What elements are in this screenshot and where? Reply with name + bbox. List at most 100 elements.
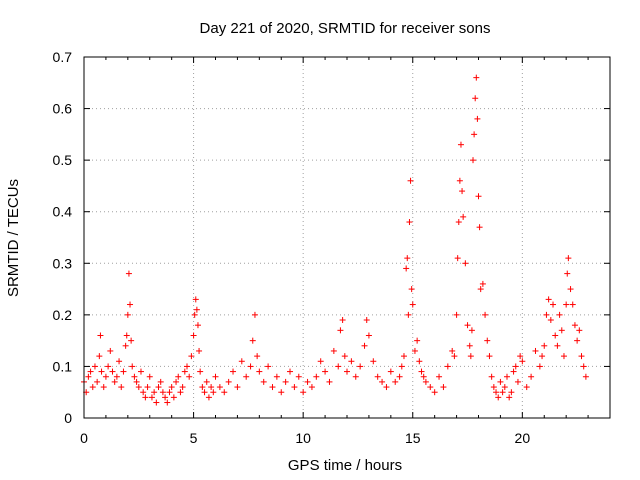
data-point: [503, 373, 510, 380]
data-point: [175, 373, 182, 380]
data-point: [456, 177, 463, 184]
data-point: [569, 301, 576, 308]
data-point: [519, 358, 526, 365]
data-point: [98, 368, 105, 375]
data-point: [409, 301, 416, 308]
data-point: [363, 317, 370, 324]
data-point: [260, 378, 267, 385]
data-point: [365, 332, 372, 339]
data-point: [148, 394, 155, 401]
x-axis-title: GPS time / hours: [288, 457, 402, 474]
data-point: [137, 368, 144, 375]
data-point: [111, 378, 118, 385]
data-point: [85, 373, 92, 380]
data-point: [567, 286, 574, 293]
data-point: [514, 378, 521, 385]
data-point: [506, 394, 513, 401]
data-point: [411, 347, 418, 354]
data-point: [472, 95, 479, 102]
data-point: [459, 188, 466, 195]
data-point: [404, 255, 411, 262]
data-point: [144, 384, 151, 391]
data-point: [287, 368, 294, 375]
data-point: [416, 358, 423, 365]
data-point: [335, 363, 342, 370]
data-point: [495, 394, 502, 401]
data-point: [91, 363, 98, 370]
y-tick-label: 0.6: [53, 101, 73, 117]
data-point: [100, 384, 107, 391]
data-point: [383, 384, 390, 391]
data-point: [96, 353, 103, 360]
data-point: [230, 368, 237, 375]
data-point: [361, 342, 368, 349]
data-point: [462, 260, 469, 267]
data-point: [436, 373, 443, 380]
data-point: [508, 389, 515, 396]
data-point: [348, 358, 355, 365]
data-point: [467, 353, 474, 360]
data-point: [188, 353, 195, 360]
data-point: [186, 373, 193, 380]
data-point: [476, 224, 483, 231]
data-point: [326, 378, 333, 385]
data-point: [477, 286, 484, 293]
data-point: [563, 301, 570, 308]
data-point: [374, 373, 381, 380]
data-point: [532, 347, 539, 354]
data-point: [337, 327, 344, 334]
data-point: [565, 255, 572, 262]
data-point: [221, 389, 228, 396]
plot-frame: [83, 56, 611, 419]
data-point: [201, 389, 208, 396]
data-point: [135, 384, 142, 391]
data-point: [203, 378, 210, 385]
data-point: [473, 74, 480, 81]
data-point: [582, 373, 589, 380]
data-point: [291, 384, 298, 391]
data-point: [205, 394, 212, 401]
data-point: [151, 389, 158, 396]
data-point: [545, 296, 552, 303]
data-point: [501, 384, 508, 391]
data-point: [396, 373, 403, 380]
data-point: [159, 389, 166, 396]
data-point: [269, 384, 276, 391]
y-tick-label: 0.2: [53, 307, 73, 323]
data-point: [157, 378, 164, 385]
data-point: [164, 399, 171, 406]
data-point: [199, 384, 206, 391]
data-point: [128, 337, 135, 344]
data-point: [87, 368, 94, 375]
data-point: [170, 394, 177, 401]
data-point: [317, 358, 324, 365]
data-point: [370, 358, 377, 365]
data-point: [550, 301, 557, 308]
y-tick-label: 0.5: [53, 152, 73, 168]
data-point: [94, 378, 101, 385]
data-point: [543, 311, 550, 318]
data-point: [556, 311, 563, 318]
y-tick-label: 0.4: [53, 204, 73, 220]
data-point: [571, 322, 578, 329]
x-tick-label: 5: [190, 430, 198, 446]
data-point: [243, 373, 250, 380]
data-point: [142, 394, 149, 401]
data-point: [470, 157, 477, 164]
data-point: [125, 270, 132, 277]
data-point: [407, 177, 414, 184]
data-point: [453, 311, 460, 318]
data-point: [166, 389, 173, 396]
data-point: [146, 373, 153, 380]
data-point: [107, 347, 114, 354]
data-point: [339, 317, 346, 324]
chart-title: Day 221 of 2020, SRMTID for receiver son…: [200, 20, 491, 37]
data-point: [420, 373, 427, 380]
data-point: [578, 353, 585, 360]
data-point: [131, 373, 138, 380]
data-point: [89, 384, 96, 391]
data-point: [406, 219, 413, 226]
data-point: [576, 327, 583, 334]
data-point: [300, 389, 307, 396]
data-point: [539, 353, 546, 360]
